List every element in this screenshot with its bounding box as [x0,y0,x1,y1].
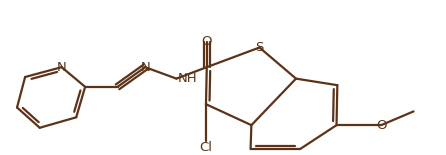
Text: N: N [57,61,66,74]
Text: N: N [140,61,150,74]
Text: O: O [202,35,212,48]
Text: Cl: Cl [199,141,212,154]
Text: NH: NH [178,72,197,85]
Text: O: O [376,119,386,132]
Text: S: S [255,41,264,54]
